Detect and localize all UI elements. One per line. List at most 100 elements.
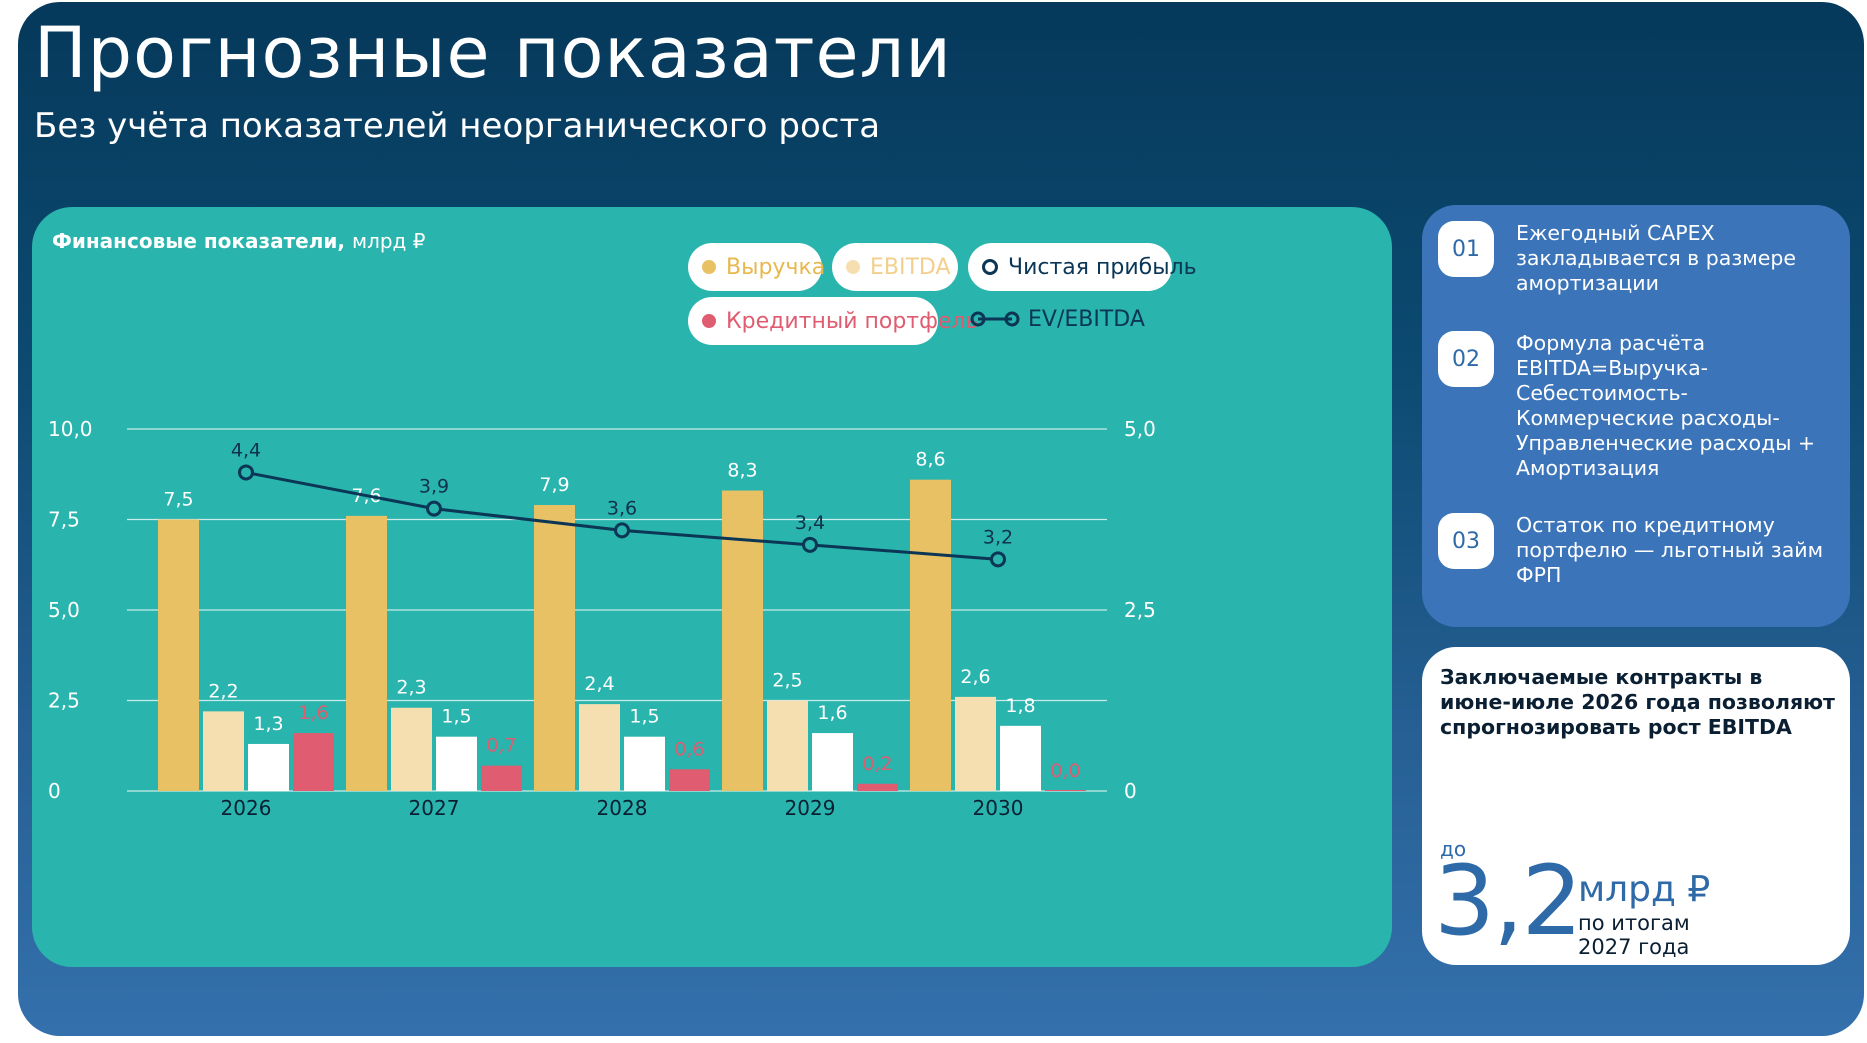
bar-value-label: 0,2 — [862, 753, 892, 775]
y-right-tick-label: 5,0 — [1124, 417, 1156, 441]
bar-revenue — [910, 479, 951, 791]
ev-ebitda-point — [802, 536, 818, 553]
ev-ebitda-label: 3,2 — [983, 526, 1013, 548]
highlight-value: 3,2 — [1434, 845, 1583, 957]
note-text: Остаток по кредитному портфелю — льготны… — [1516, 513, 1824, 587]
bar-value-label: 1,5 — [441, 706, 471, 728]
bar-value-label: 0,6 — [674, 738, 704, 760]
bar-net-profit — [1000, 725, 1041, 791]
ev-ebitda-point — [238, 464, 254, 481]
bar-revenue — [722, 490, 763, 791]
chart-caption: Финансовые показатели, млрд ₽ — [52, 229, 425, 253]
note-03: 03 Остаток по кредитному портфелю — льго… — [1438, 513, 1836, 588]
legend-revenue-swatch — [702, 260, 716, 274]
ev-ebitda-point — [990, 551, 1006, 568]
bar-net-profit — [248, 743, 289, 791]
legend-revenue-label: Выручка — [726, 254, 826, 280]
legend-ebitda-swatch — [846, 260, 860, 274]
highlight-prefix: до — [1440, 837, 1467, 861]
x-tick-label: 2030 — [973, 796, 1024, 820]
highlight-unit: млрд ₽ — [1578, 869, 1711, 910]
bar-credit — [857, 783, 898, 791]
x-tick-label: 2028 — [597, 796, 648, 820]
chart-panel: Финансовые показатели, млрд ₽ Выручка EB… — [32, 207, 1392, 967]
x-tick-label: 2029 — [785, 796, 836, 820]
bar-value-label: 0,0 — [1050, 760, 1080, 782]
bar-ebitda — [767, 700, 808, 791]
y-right-tick-label: 0 — [1124, 779, 1137, 803]
bar-credit — [293, 733, 334, 791]
bar-revenue — [158, 519, 199, 791]
ev-ebitda-label: 3,6 — [607, 497, 637, 519]
bar-credit — [1045, 790, 1086, 791]
slide: Прогнозные показатели Без учёта показате… — [18, 2, 1864, 1036]
ev-ebitda-label: 3,9 — [419, 476, 449, 498]
bar-value-label: 1,5 — [629, 706, 659, 728]
chart-plot: 02,55,07,510,002,55,07,52,21,3 1,620267,6… — [48, 417, 1156, 820]
note-text: Ежегодный CAPEX закладывается в размере … — [1516, 221, 1796, 295]
y-left-tick-label: 7,5 — [48, 508, 80, 532]
legend-revenue: Выручка — [688, 243, 826, 291]
bar-value-label: 7,9 — [539, 474, 569, 496]
notes-panel: 01 Ежегодный CAPEX закладывается в разме… — [1422, 205, 1850, 627]
bar-ebitda — [955, 696, 996, 791]
page-subtitle: Без учёта показателей неорганического ро… — [34, 106, 881, 146]
note-number: 01 — [1438, 221, 1494, 277]
note-number: 02 — [1438, 331, 1494, 387]
bar-revenue — [534, 505, 575, 791]
bar-value-label: 7,5 — [163, 489, 193, 511]
bar-value-label: 2,5 — [772, 670, 802, 692]
y-left-tick-label: 2,5 — [48, 689, 80, 713]
y-left-tick-label: 10,0 — [48, 417, 93, 441]
chart-caption-text: Финансовые показатели, — [52, 229, 346, 253]
bar-ebitda — [203, 711, 244, 791]
bar-value-label: 0,7 — [486, 735, 516, 757]
bar-revenue — [346, 515, 387, 791]
y-left-tick-label: 5,0 — [48, 598, 80, 622]
legend-ev-ebitda-label: EV/EBITDA — [1028, 306, 1145, 332]
bar-value-label: 1,3 — [253, 713, 283, 735]
bar-net-profit — [436, 736, 477, 791]
bar-value-label: 2,6 — [960, 666, 990, 688]
bar-value-label: 2,4 — [584, 673, 614, 695]
bar-credit — [481, 765, 522, 791]
bar-value-label: 2,3 — [396, 677, 426, 699]
legend-ebitda: EBITDA — [832, 243, 958, 291]
bar-value-label: 1,6 — [817, 702, 847, 724]
ev-ebitda-label: 4,4 — [231, 439, 261, 461]
note-02: 02 Формула расчёта EBITDA=Выручка-Себест… — [1438, 331, 1836, 481]
highlight-period: по итогам 2027 года — [1578, 911, 1690, 959]
bar-ebitda — [391, 707, 432, 791]
y-right-tick-label: 2,5 — [1124, 598, 1156, 622]
legend-credit-swatch — [702, 314, 716, 328]
note-01: 01 Ежегодный CAPEX закладывается в разме… — [1438, 221, 1836, 296]
legend-ev-ebitda: EV/EBITDA — [970, 297, 1145, 341]
bar-ebitda — [579, 704, 620, 791]
legend-credit-label: Кредитный портфель — [726, 308, 979, 334]
legend-credit: Кредитный портфель — [688, 297, 978, 345]
bar-net-profit — [624, 736, 665, 791]
ev-ebitda-point — [426, 500, 442, 517]
highlight-card: Заключаемые контракты в июне-июле 2026 г… — [1422, 647, 1850, 965]
note-text: Формула расчёта EBITDA=Выручка-Себестоим… — [1516, 331, 1816, 480]
bar-value-label: 1,8 — [1005, 695, 1035, 717]
page-title: Прогнозные показатели — [34, 12, 952, 94]
ev-ebitda-label: 3,4 — [795, 512, 825, 534]
legend-ev-ebitda-swatch — [970, 311, 1020, 327]
bar-value-label: 1,6 — [298, 702, 328, 724]
chart-caption-unit: млрд ₽ — [351, 229, 426, 253]
bar-value-label: 2,2 — [208, 680, 238, 702]
bar-value-label: 8,3 — [727, 460, 757, 482]
bar-credit — [669, 769, 710, 791]
note-number: 03 — [1438, 513, 1494, 569]
ev-ebitda-point — [614, 522, 630, 539]
x-tick-label: 2027 — [409, 796, 460, 820]
legend-net-profit: Чистая прибыль — [968, 243, 1197, 291]
x-tick-label: 2026 — [221, 796, 272, 820]
legend-net-profit-label: Чистая прибыль — [1008, 254, 1197, 280]
bar-net-profit — [812, 733, 853, 791]
legend-ebitda-label: EBITDA — [870, 254, 951, 280]
highlight-text: Заключаемые контракты в июне-июле 2026 г… — [1440, 665, 1835, 739]
bar-value-label: 8,6 — [915, 449, 945, 471]
y-left-tick-label: 0 — [48, 779, 61, 803]
